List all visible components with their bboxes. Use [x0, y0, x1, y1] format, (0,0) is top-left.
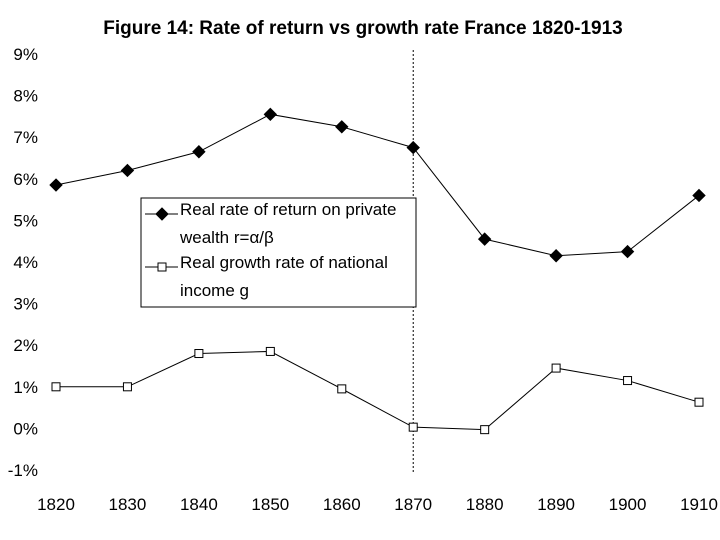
series-1 — [49, 107, 706, 263]
diamond-point — [406, 140, 420, 155]
x-axis-ticks: 1820 1830 1840 1850 1860 1870 1880 1890 1900 1910 — [37, 495, 718, 514]
x-tick-label: 1820 — [37, 495, 75, 514]
diamond-point — [263, 107, 278, 122]
x-tick-label: 1850 — [251, 495, 289, 514]
y-tick-label: 2% — [13, 336, 38, 355]
series-line — [56, 350, 700, 431]
diamond-point — [620, 244, 635, 259]
y-tick-label: -1% — [8, 461, 38, 480]
diamond-point — [192, 145, 206, 159]
legend-label: income g — [180, 281, 249, 300]
legend: Real rate of return on private wealth r=α… — [140, 197, 417, 308]
square-point — [551, 363, 561, 373]
y-tick-label: 1% — [13, 378, 38, 397]
legend-swatch-marker — [155, 207, 169, 221]
y-tick-label: 3% — [13, 295, 38, 314]
diamond-point — [49, 178, 63, 192]
diamond-point — [477, 232, 492, 246]
y-axis-ticks: -1% 0% 1% 2% 3% 4% 5% 6% 7% 8% 9% — [8, 45, 38, 480]
y-tick-label: 6% — [13, 170, 38, 189]
square-point — [51, 382, 61, 392]
square-point — [623, 376, 633, 386]
square-point — [408, 422, 418, 432]
x-tick-label: 1830 — [109, 495, 147, 514]
y-tick-label: 8% — [13, 87, 38, 106]
square-point — [194, 349, 204, 359]
diamond-point — [692, 188, 706, 203]
square-point — [122, 382, 132, 392]
legend-swatch-marker — [157, 262, 167, 272]
series-line — [55, 113, 700, 257]
diamond-point — [549, 249, 563, 263]
square-point — [694, 397, 704, 407]
legend-label: Real rate of return on private — [180, 200, 396, 219]
legend-box — [140, 197, 417, 308]
diamond-point — [335, 120, 349, 134]
y-tick-label: 7% — [13, 128, 38, 147]
series-2 — [51, 346, 704, 435]
y-tick-label: 4% — [13, 253, 38, 272]
square-point — [337, 384, 347, 394]
square-point — [265, 346, 275, 356]
x-tick-label: 1870 — [394, 495, 432, 514]
diamond-point — [120, 163, 135, 178]
series-layer — [49, 107, 706, 435]
x-tick-label: 1880 — [466, 495, 504, 514]
x-tick-label: 1840 — [180, 495, 218, 514]
x-tick-label: 1890 — [537, 495, 575, 514]
x-tick-label: 1900 — [609, 495, 647, 514]
chart-title: Figure 14: Rate of return vs growth rate… — [103, 18, 623, 39]
y-tick-label: 0% — [13, 419, 38, 438]
y-tick-label: 9% — [13, 45, 38, 64]
x-tick-label: 1910 — [680, 495, 718, 514]
y-tick-label: 5% — [13, 211, 38, 230]
legend-label: Real growth rate of national — [180, 253, 388, 272]
square-point — [480, 425, 490, 435]
x-tick-label: 1860 — [323, 495, 361, 514]
legend-label: wealth r=α/β — [179, 228, 274, 247]
